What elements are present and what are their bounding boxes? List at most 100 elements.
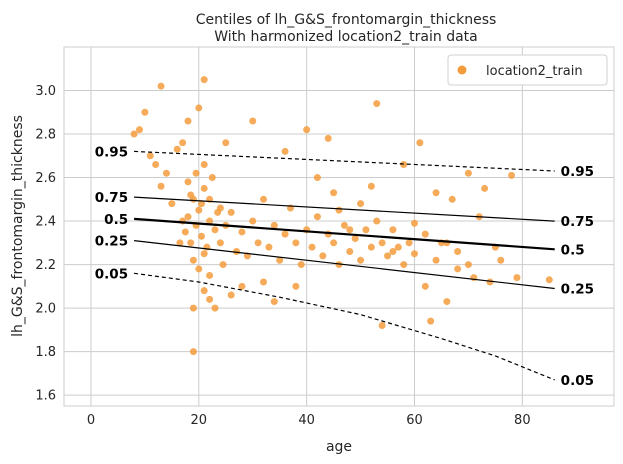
data-point [313,174,321,182]
data-point [454,265,462,273]
data-point [260,278,268,286]
data-point [330,189,338,197]
data-point [195,104,203,112]
y-tick-label: 2.2 [35,258,56,273]
x-tick-label: 60 [406,413,423,428]
data-point [378,239,386,247]
data-point [378,321,386,329]
centile-curve [134,217,555,251]
data-point [416,139,424,147]
data-point [189,348,197,356]
data-point [195,265,203,273]
data-point [249,117,257,125]
centile-label-left: 0.25 [95,234,128,250]
data-point [405,239,413,247]
data-point [254,239,262,247]
x-axis-label: age [326,439,352,455]
data-point [135,126,143,134]
data-point [319,252,327,260]
data-point [281,230,289,238]
data-point [206,217,214,225]
data-point [335,261,343,269]
centile-label-right: 0.05 [561,373,594,389]
centile-curve [134,150,555,172]
data-point [227,291,235,299]
data-point [227,208,235,216]
centile-label-right: 0.5 [561,242,585,258]
data-point [340,221,348,229]
data-point [157,82,165,90]
data-point [513,274,521,282]
data-point [421,230,429,238]
data-point [249,217,257,225]
data-point [200,287,208,295]
data-point [351,234,359,242]
data-point [189,304,197,312]
data-point [152,160,160,168]
chart-title: Centiles of lh_G&S_frontomargin_thicknes… [196,12,497,28]
data-point [184,213,192,221]
data-point [448,195,456,203]
data-point [335,206,343,214]
data-point [367,243,375,251]
data-point [195,206,203,214]
data-point [421,282,429,290]
x-tick-label: 80 [514,413,531,428]
y-tick-label: 1.8 [35,345,56,360]
data-point [443,298,451,306]
data-point [238,282,246,290]
data-point [346,226,354,234]
data-point [168,200,176,208]
legend-marker [457,65,467,75]
data-point [200,160,208,168]
y-axis-label: lh_G&S_frontomargin_thickness [10,115,26,337]
x-tick-label: 40 [298,413,315,428]
data-point [464,169,472,177]
data-point [400,261,408,269]
data-point [410,219,418,227]
data-point [367,182,375,190]
data-point [179,139,187,147]
data-point [432,189,440,197]
data-point [508,171,516,179]
data-point [324,134,332,142]
centile-label-right: 0.75 [561,214,594,230]
data-point [270,298,278,306]
data-point [464,261,472,269]
centile-label-left: 0.05 [95,266,128,282]
data-point [265,243,273,251]
legend: location2_train [447,54,608,86]
data-point [432,256,440,264]
data-point [157,182,165,190]
data-point [238,228,246,236]
centile-curve [134,272,555,381]
data-point [454,248,462,256]
data-point [481,184,489,192]
centile-label-right: 0.25 [561,282,594,298]
data-point [192,169,200,177]
data-point [270,221,278,229]
data-point [260,195,268,203]
data-point [308,243,316,251]
data-point [200,76,208,84]
data-point [545,276,553,284]
x-tick-label: 20 [191,413,208,428]
legend-box [447,54,608,86]
data-point [187,191,195,199]
data-point [181,228,189,236]
data-point [198,232,205,240]
data-point [211,304,219,312]
data-point [389,226,397,234]
data-point [276,256,284,264]
centile-label-left: 0.95 [95,144,128,160]
data-point [281,147,289,155]
data-point [373,100,381,108]
data-point [389,248,397,256]
data-point [187,239,195,247]
data-point [303,126,311,134]
data-point [219,261,227,269]
data-point [357,200,365,208]
data-point [292,239,300,247]
data-point [373,217,381,225]
